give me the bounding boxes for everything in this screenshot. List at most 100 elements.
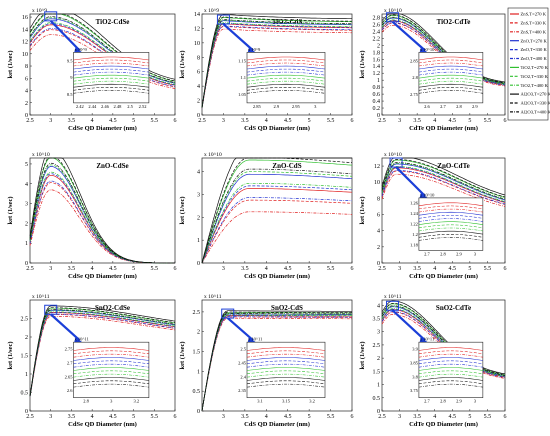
inset-x-tick-label: 2.9	[273, 104, 279, 109]
y-tick-label: 5	[25, 162, 28, 168]
plot-frame	[29, 157, 176, 264]
y-tick-label: 0.2	[373, 106, 381, 112]
x-tick-label: 4	[91, 118, 94, 124]
y-tick-label: 2.6	[373, 22, 381, 28]
series-line	[29, 164, 175, 264]
inset-series-line	[246, 65, 326, 70]
y-tick-label: 10	[22, 52, 28, 58]
x-tick-label: 4	[265, 266, 268, 272]
inset-series-line	[73, 350, 149, 355]
x-tick-label: 6	[351, 414, 354, 420]
legend-entry: Al2O3,T=330 K	[521, 101, 550, 107]
inset-series-line	[418, 62, 483, 67]
series-line	[381, 16, 506, 84]
inset-chart: x 10^11 2.7 2.8 2.9 3 3.75 3.8 3.85 3.9	[410, 337, 484, 404]
y-tick-label: 1.2	[373, 71, 381, 77]
inset-series-line	[246, 80, 326, 85]
axis-exponent: x 10^9	[32, 8, 47, 14]
inset-series-line	[73, 90, 149, 94]
panel-tio2-cdse: 2.5 3 3.5 4 4.5 5 5.5 6 0 2 4 6 8 10 12 14 16 x 10^9 CdSe …	[7, 8, 177, 132]
axis-exponent: x 10^10	[384, 8, 402, 14]
x-tick-label: 3.5	[413, 266, 421, 272]
inset-y-tick-label: 2.8	[412, 75, 418, 80]
y-tick-label: 3	[197, 193, 200, 199]
x-tick-label: 3	[398, 414, 401, 420]
series-line	[201, 173, 353, 264]
panel-title: TiO2-CdS	[272, 18, 303, 26]
inset-frame	[418, 197, 484, 251]
panel-sno2-cdse: 2.5 3 3.5 4 4.5 5 5.5 6 0 0.5 1 1.5 2 2.5 x 10^11 CdSe …	[7, 294, 177, 428]
inset-series-line	[418, 202, 483, 207]
y-tick-label: 16	[22, 15, 28, 21]
x-tick-label: 2.5	[26, 118, 34, 124]
x-tick-label: 5	[132, 266, 135, 272]
series-line	[381, 300, 506, 375]
zoom-arrow	[391, 309, 426, 341]
series-line	[381, 302, 506, 375]
inset-exponent: x 10^11	[75, 337, 89, 342]
x-axis-label: CdS QD Diameter (nm)	[244, 273, 310, 280]
inset-y-tick-label: 1.1	[240, 75, 246, 80]
series-line	[201, 211, 353, 264]
legend-entry: ZnO,T=330 K	[521, 47, 548, 53]
y-tick-label: 1.4	[373, 64, 381, 70]
y-tick-label: 1	[377, 78, 380, 84]
x-tick-label: 4.5	[109, 266, 117, 272]
y-axis-label: ket (1/sec)	[359, 197, 366, 225]
inset-x-tick-label: 2.7	[440, 104, 446, 109]
inset-series-line	[246, 383, 326, 388]
x-tick-label: 3.5	[241, 266, 249, 272]
inset-y-tick-label: 2.65	[65, 374, 74, 379]
y-tick-label: 0.4	[373, 99, 381, 105]
panel-zno-cdse: 2.5 3 3.5 4 4.5 5 5.5 6 0 1 2 3 4 5 x 10^10 CdSe QD Dia…	[7, 152, 177, 280]
y-tick-label: 1.8	[373, 50, 381, 56]
series-line	[381, 308, 506, 377]
x-axis-label: CdS QD Diameter (nm)	[244, 125, 310, 132]
y-axis-label: ket (1/sec)	[359, 51, 366, 79]
y-tick-label: 6	[197, 70, 200, 76]
x-tick-label: 2.5	[198, 118, 206, 124]
y-tick-label: 0.6	[373, 92, 381, 98]
inset-series-line	[73, 68, 149, 73]
y-tick-label: 0	[25, 113, 28, 119]
series-line	[29, 311, 176, 397]
series-line	[29, 16, 176, 83]
inset-series-line	[418, 224, 483, 229]
inset-x-tick-label: 2.8	[440, 399, 446, 404]
axis-exponent: x 10^10	[204, 152, 222, 158]
series-line	[201, 25, 352, 109]
panel-title: ZnO-CdSe	[96, 162, 128, 170]
inset-series-line	[418, 221, 483, 225]
inset-series-line	[418, 383, 483, 388]
inset-y-tick-label: 8.5	[67, 92, 73, 97]
y-tick-label: 14	[22, 27, 28, 33]
inset-series-line	[73, 77, 149, 82]
x-tick-label: 3.5	[68, 266, 76, 272]
x-tick-label: 4	[265, 118, 268, 124]
inset-chart: x 10^11 3.1 3.15 3.2 2.35 2.4 2.45 2.5	[238, 337, 326, 404]
inset-series-line	[418, 80, 483, 85]
panel-title: SnO2-CdTe	[436, 304, 471, 312]
y-tick-label: 2	[377, 356, 380, 362]
y-tick-label: 2	[25, 335, 28, 341]
inset-x-tick-label: 3.2	[309, 399, 315, 404]
y-tick-label: 10	[194, 41, 200, 47]
inset-series-line	[73, 71, 149, 76]
x-tick-label: 5.5	[151, 266, 159, 272]
inset-series-line	[418, 363, 483, 368]
inset-y-tick-label: 1.26	[410, 201, 419, 206]
y-axis-label: ket (1/sec)	[7, 197, 14, 225]
inset-frame	[73, 52, 150, 104]
y-tick-label: 6	[377, 213, 380, 219]
x-tick-label: 5	[308, 118, 311, 124]
inset-y-tick-label: 2.35	[238, 388, 247, 393]
y-axis-label: ket (1/sec)	[359, 342, 366, 370]
x-tick-label: 4.5	[449, 118, 457, 124]
y-tick-label: 2.2	[373, 36, 381, 42]
series-line	[29, 305, 176, 396]
inset-series-line	[73, 56, 149, 61]
series-line	[381, 13, 506, 83]
inset-series-line	[418, 234, 483, 238]
panel-title: TiO2-CdSe	[96, 18, 130, 26]
series-line	[381, 170, 506, 205]
